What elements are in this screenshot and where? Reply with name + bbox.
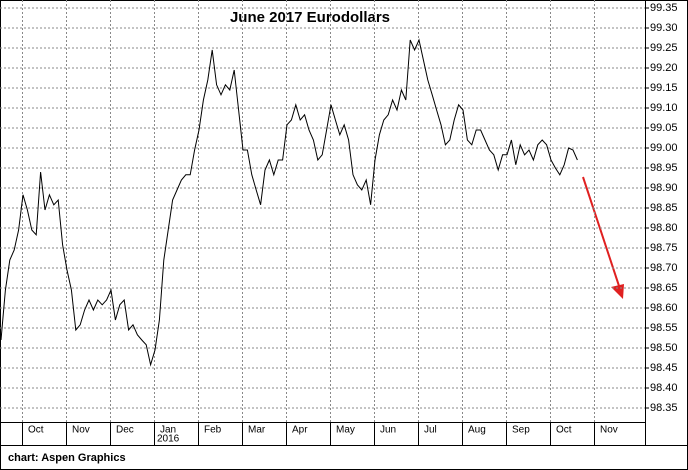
- y-tick-label: 99.20: [650, 62, 678, 74]
- y-tick-label: 98.90: [650, 182, 678, 194]
- y-tick-label: 99.05: [650, 122, 678, 134]
- price-line: [0, 38, 578, 367]
- y-tick-label: 99.25: [650, 42, 678, 54]
- y-tick-label: 98.85: [650, 202, 678, 214]
- x-tick-label: Mar: [248, 425, 266, 436]
- arrow-shaft: [582, 176, 622, 293]
- x-tick-label: Feb: [204, 425, 222, 436]
- x-tick-label: Jan: [160, 425, 176, 436]
- y-tick-label: 98.55: [650, 322, 678, 334]
- chart-title: June 2017 Eurodollars: [230, 9, 390, 26]
- x-tick-label: Nov: [72, 425, 90, 436]
- year-label: 2016: [157, 434, 180, 445]
- y-tick-label: 98.95: [650, 162, 678, 174]
- y-tick-label: 98.50: [650, 342, 678, 354]
- y-tick-label: 99.10: [650, 102, 678, 114]
- y-tick-label: 98.80: [650, 222, 678, 234]
- y-tick-label: 98.65: [650, 282, 678, 294]
- x-tick-label: Sep: [512, 425, 530, 436]
- y-tick-label: 99.15: [650, 82, 678, 94]
- x-tick-label: May: [336, 425, 355, 436]
- x-tick-label: Aug: [468, 425, 486, 436]
- y-tick-label: 99.00: [650, 142, 678, 154]
- x-tick-label: Apr: [292, 425, 308, 436]
- y-tick-label: 98.45: [650, 362, 678, 374]
- source: chart: Aspen Graphics: [8, 452, 126, 464]
- x-tick-label: Nov: [600, 425, 618, 436]
- x-tick-label: Oct: [556, 425, 572, 436]
- x-tick-label: Dec: [116, 425, 134, 436]
- x-tick-label: Oct: [28, 425, 44, 436]
- x-tick-label: Jul: [424, 425, 437, 436]
- y-tick-label: 99.30: [650, 22, 678, 34]
- y-tick-label: 98.40: [650, 382, 678, 394]
- y-tick-label: 99.35: [650, 2, 678, 14]
- y-tick-label: 98.35: [650, 402, 678, 414]
- y-tick-label: 98.60: [650, 302, 678, 314]
- y-tick-label: 98.70: [650, 262, 678, 274]
- y-tick-label: 98.75: [650, 242, 678, 254]
- x-tick-label: Jun: [380, 425, 396, 436]
